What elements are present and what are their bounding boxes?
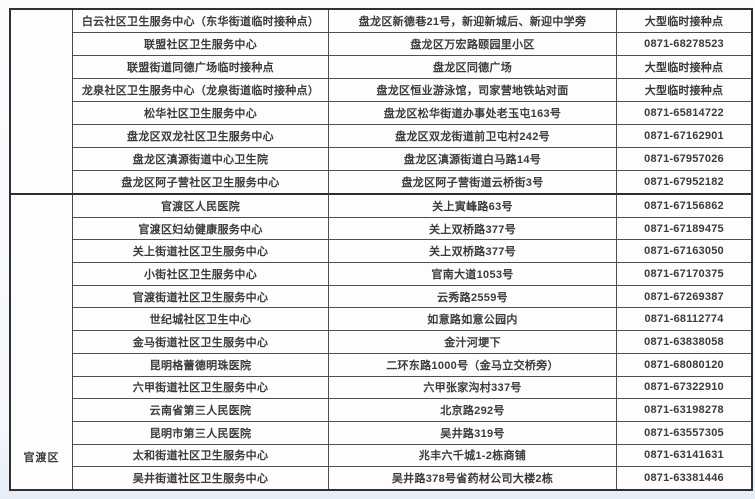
table-row: 白云社区卫生服务中心（东华街道临时接种点） 盘龙区新德巷21号，新迎新城后、新迎… bbox=[73, 10, 751, 33]
vaccination-site-table: 白云社区卫生服务中心（东华街道临时接种点） 盘龙区新德巷21号，新迎新城后、新迎… bbox=[9, 8, 753, 491]
site-name-cell: 金马街道社区卫生服务中心 bbox=[73, 331, 329, 353]
site-phone-cell: 0871-63838058 bbox=[644, 335, 724, 348]
district-label: 官渡区 bbox=[23, 452, 60, 464]
table-row: 盘龙区双龙社区卫生服务中心 盘龙区双龙街道前卫屯村242号 0871-67162… bbox=[73, 125, 751, 148]
site-name-cell: 龙泉社区卫生服务中心（龙泉街道临时接种点） bbox=[73, 79, 329, 101]
table-row: 官渡街道社区卫生服务中心 云秀路2559号 0871-67269387 bbox=[73, 285, 751, 309]
site-name-cell: 白云社区卫生服务中心（东华街道临时接种点） bbox=[73, 10, 329, 32]
table-row: 云南省第三人民医院 北京路292号 0871-63198278 bbox=[73, 399, 751, 422]
site-address-cell: 盘龙区新德巷21号，新迎新城后、新迎中学旁 bbox=[329, 10, 617, 32]
site-address-cell: 盘龙区双龙街道前卫屯村242号 bbox=[329, 125, 617, 147]
site-phone-cell: 0871-67322910 bbox=[644, 381, 724, 394]
site-name-cell: 官渡区人民医院 bbox=[73, 195, 329, 217]
site-phone-cell: 0871-68112774 bbox=[644, 313, 724, 326]
site-name-cell: 官渡区妇幼健康服务中心 bbox=[73, 217, 329, 240]
table-row: 松华社区卫生服务中心 盘龙区松华街道办事处老玉屯163号 0871-658147… bbox=[73, 102, 751, 125]
site-name-cell: 世纪城社区卫生中心 bbox=[73, 308, 329, 331]
site-address-cell: 盘龙区同德广场 bbox=[329, 56, 617, 78]
site-name-cell: 联盟街道同德广场临时接种点 bbox=[73, 56, 329, 78]
site-address-cell: 关上双桥路377号 bbox=[329, 217, 617, 240]
site-name-cell: 松华社区卫生服务中心 bbox=[73, 102, 329, 124]
site-address-cell: 盘龙区松华街道办事处老玉屯163号 bbox=[329, 102, 617, 124]
site-address-cell: 二环东路1000号（金马立交桥旁） bbox=[329, 353, 617, 376]
section-rows: 白云社区卫生服务中心（东华街道临时接种点） 盘龙区新德巷21号，新迎新城后、新迎… bbox=[73, 10, 751, 193]
site-name-cell: 关上街道社区卫生服务中心 bbox=[73, 240, 329, 263]
site-phone-cell: 0871-68080120 bbox=[644, 358, 724, 371]
table-row: 官渡区妇幼健康服务中心 关上双桥路377号 0871-67189475 bbox=[73, 217, 751, 241]
site-address-cell: 北京路292号 bbox=[329, 399, 617, 421]
site-name-cell: 吴井街道社区卫生服务中心 bbox=[73, 467, 329, 489]
site-address-cell: 吴井路378号省药材公司大楼2栋 bbox=[329, 467, 617, 489]
site-phone-cell: 0871-67162901 bbox=[644, 130, 724, 142]
site-name-cell: 盘龙区阿子营社区卫生服务中心 bbox=[73, 171, 329, 193]
district-cell: 官渡区 bbox=[11, 195, 73, 489]
site-address-cell: 六甲张家沟村337号 bbox=[329, 376, 617, 399]
site-name-cell: 六甲街道社区卫生服务中心 bbox=[73, 376, 329, 399]
site-address-cell: 官南大道1053号 bbox=[329, 263, 617, 285]
table-row: 小街社区卫生服务中心 官南大道1053号 0871-67170375 bbox=[73, 263, 751, 286]
site-address-cell: 云秀路2559号 bbox=[329, 285, 617, 308]
table-row: 关上街道社区卫生服务中心 关上双桥路377号 0871-67163050 bbox=[73, 240, 751, 264]
site-address-cell: 关上双桥路377号 bbox=[329, 240, 617, 263]
table-row: 昆明格蕾德明珠医院 二环东路1000号（金马立交桥旁） 0871-6808012… bbox=[73, 353, 751, 377]
table-row: 官渡区人民医院 关上寅峰路63号 0871-67156862 bbox=[73, 195, 751, 218]
site-name-cell: 云南省第三人民医院 bbox=[73, 399, 329, 421]
site-name-cell: 昆明格蕾德明珠医院 bbox=[73, 353, 329, 376]
site-address-cell: 兆丰六千城1-2栋商铺 bbox=[329, 444, 617, 467]
table-row: 金马街道社区卫生服务中心 金汁河埂下 0871-63838058 bbox=[73, 331, 751, 354]
site-phone-cell: 大型临时接种点 bbox=[644, 62, 724, 74]
district-cell bbox=[11, 10, 73, 193]
site-phone-cell: 大型临时接种点 bbox=[644, 16, 724, 28]
table-row: 盘龙区滇源街道中心卫生院 盘龙区滇源街道白马路14号 0871-67957026 bbox=[73, 148, 751, 171]
table-row: 联盟社区卫生服务中心 盘龙区万宏路颐园里小区 0871-68278523 bbox=[73, 33, 751, 56]
site-address-cell: 吴井路319号 bbox=[329, 421, 617, 444]
site-name-cell: 联盟社区卫生服务中心 bbox=[73, 33, 329, 55]
site-name-cell: 昆明市第三人民医院 bbox=[73, 421, 329, 444]
site-phone-cell: 0871-63557305 bbox=[644, 426, 724, 439]
site-phone-cell: 0871-63381446 bbox=[644, 472, 724, 485]
table-row: 龙泉社区卫生服务中心（龙泉街道临时接种点） 盘龙区恒业游泳馆，司家营地铁站对面 … bbox=[73, 79, 751, 102]
site-phone-cell: 0871-67269387 bbox=[644, 290, 724, 303]
site-phone-cell: 0871-65814722 bbox=[644, 107, 724, 119]
table-row: 盘龙区阿子营社区卫生服务中心 盘龙区阿子营街道云桥街3号 0871-679521… bbox=[73, 171, 751, 193]
site-phone-cell: 0871-67163050 bbox=[644, 245, 724, 258]
section-rows: 官渡区人民医院 关上寅峰路63号 0871-67156862 官渡区妇幼健康服务… bbox=[73, 195, 751, 489]
site-phone-cell: 0871-67170375 bbox=[644, 267, 724, 280]
site-address-cell: 盘龙区万宏路颐园里小区 bbox=[329, 33, 617, 55]
site-phone-cell: 0871-67156862 bbox=[644, 199, 724, 212]
table-row: 世纪城社区卫生中心 如意路如意公园内 0871-68112774 bbox=[73, 308, 751, 332]
site-address-cell: 盘龙区滇源街道白马路14号 bbox=[329, 148, 617, 170]
site-address-cell: 金汁河埂下 bbox=[329, 331, 617, 353]
site-phone-cell: 大型临时接种点 bbox=[644, 85, 724, 97]
site-phone-cell: 0871-63198278 bbox=[644, 404, 724, 417]
table-row: 昆明市第三人民医院 吴井路319号 0871-63557305 bbox=[73, 421, 751, 445]
site-name-cell: 盘龙区双龙社区卫生服务中心 bbox=[73, 125, 329, 147]
table-row: 太和街道社区卫生服务中心 兆丰六千城1-2栋商铺 0871-63141631 bbox=[73, 444, 751, 468]
site-name-cell: 小街社区卫生服务中心 bbox=[73, 263, 329, 285]
site-name-cell: 太和街道社区卫生服务中心 bbox=[73, 444, 329, 467]
site-address-cell: 盘龙区恒业游泳馆，司家营地铁站对面 bbox=[329, 79, 617, 101]
site-name-cell: 官渡街道社区卫生服务中心 bbox=[73, 285, 329, 308]
site-phone-cell: 0871-67957026 bbox=[644, 153, 724, 165]
site-address-cell: 关上寅峰路63号 bbox=[329, 195, 617, 217]
district-section: 白云社区卫生服务中心（东华街道临时接种点） 盘龙区新德巷21号，新迎新城后、新迎… bbox=[11, 10, 751, 195]
table-row: 六甲街道社区卫生服务中心 六甲张家沟村337号 0871-67322910 bbox=[73, 376, 751, 400]
site-address-cell: 如意路如意公园内 bbox=[329, 308, 617, 331]
table-row: 吴井街道社区卫生服务中心 吴井路378号省药材公司大楼2栋 0871-63381… bbox=[73, 467, 751, 489]
site-address-cell: 盘龙区阿子营街道云桥街3号 bbox=[329, 171, 617, 193]
district-section: 官渡区 官渡区人民医院 关上寅峰路63号 0871-67156862 官渡区妇幼… bbox=[11, 195, 751, 489]
table-row: 联盟街道同德广场临时接种点 盘龙区同德广场 大型临时接种点 bbox=[73, 56, 751, 79]
site-name-cell: 盘龙区滇源街道中心卫生院 bbox=[73, 148, 329, 170]
site-phone-cell: 0871-67952182 bbox=[644, 176, 724, 188]
site-phone-cell: 0871-67189475 bbox=[644, 222, 724, 235]
site-phone-cell: 0871-63141631 bbox=[644, 449, 724, 462]
site-phone-cell: 0871-68278523 bbox=[644, 38, 724, 50]
